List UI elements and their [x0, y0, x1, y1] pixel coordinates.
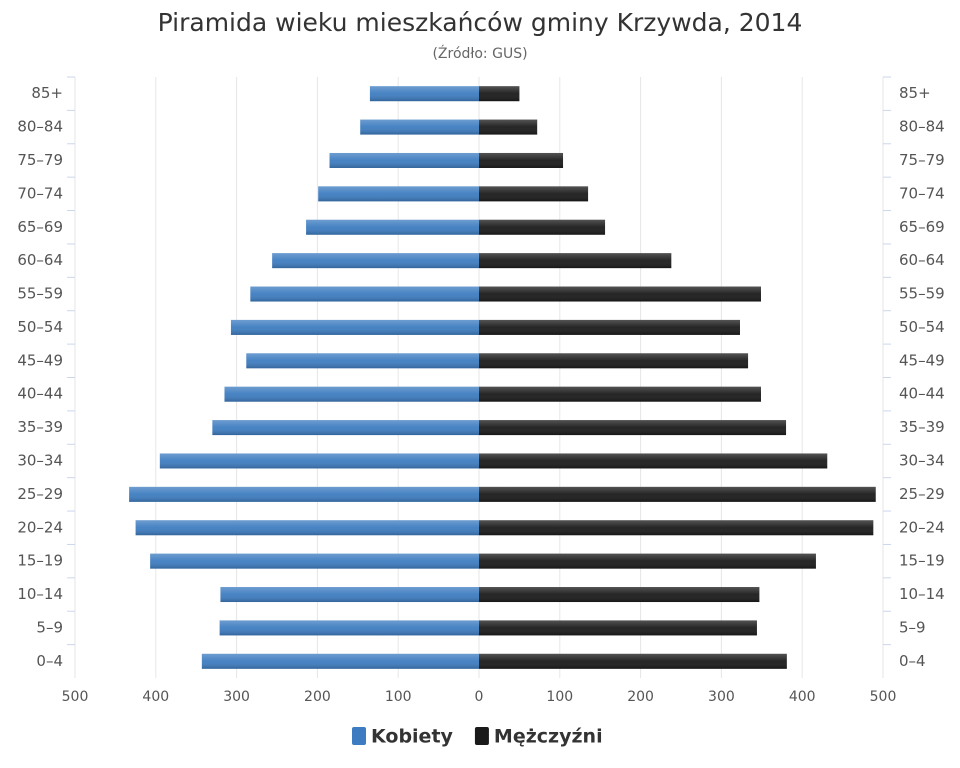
y-tick-label: 20–24 — [17, 518, 63, 536]
y-tick-label: 5–9 — [36, 618, 63, 636]
x-tick-label: 300 — [708, 689, 735, 705]
bar-shine — [479, 253, 672, 269]
bar-shine — [360, 119, 479, 135]
x-tick-label: 300 — [223, 689, 250, 705]
bar-shine — [329, 152, 479, 168]
bar-shine — [479, 386, 761, 402]
y-tick-label-right: 75–79 — [899, 151, 945, 169]
bar-shine — [129, 486, 480, 502]
bar-shine — [219, 620, 479, 636]
y-tick-label-right: 80–84 — [899, 118, 945, 136]
chart-title: Piramida wieku mieszkańców gminy Krzywda… — [158, 8, 803, 37]
y-tick-label-right: 35–39 — [899, 418, 945, 436]
bar-shine — [369, 86, 479, 102]
x-tick-label: 0 — [475, 689, 484, 705]
y-tick-label-right: 40–44 — [899, 385, 945, 403]
legend-swatch[interactable] — [352, 727, 366, 745]
bar-shine — [224, 386, 479, 402]
bar-shine — [318, 186, 479, 202]
x-tick-label: 200 — [304, 689, 331, 705]
y-tick-label-right: 20–24 — [899, 518, 945, 536]
y-tick-label: 40–44 — [17, 385, 63, 403]
bar-shine — [212, 420, 480, 436]
bar-shine — [220, 587, 479, 603]
bar-shine — [250, 286, 479, 302]
y-tick-label: 30–34 — [17, 451, 63, 469]
y-tick-label-right: 85+ — [899, 84, 931, 102]
legend-label[interactable]: Kobiety — [371, 726, 454, 748]
bar-shine — [479, 353, 749, 369]
bar-shine — [230, 319, 479, 335]
y-tick-label-right: 10–14 — [899, 585, 945, 603]
bar-shine — [479, 286, 761, 302]
bar-shine — [479, 119, 538, 135]
y-tick-label-right: 60–64 — [899, 251, 945, 269]
y-tick-label-right: 65–69 — [899, 218, 945, 236]
bar-shine — [272, 253, 479, 269]
y-tick-label: 0–4 — [36, 652, 63, 670]
y-tick-label: 25–29 — [17, 485, 63, 503]
y-tick-label: 70–74 — [17, 184, 63, 202]
y-tick-label: 60–64 — [17, 251, 63, 269]
bar-shine — [479, 620, 757, 636]
x-tick-label: 500 — [62, 689, 89, 705]
bar-shine — [479, 319, 740, 335]
y-tick-label: 75–79 — [17, 151, 63, 169]
bar-shine — [479, 152, 564, 168]
y-tick-label-right: 25–29 — [899, 485, 945, 503]
bar-shine — [479, 86, 520, 102]
bar-shine — [479, 486, 876, 502]
bar-shine — [479, 520, 874, 536]
bar-shine — [306, 219, 479, 235]
y-tick-label: 50–54 — [17, 318, 63, 336]
y-tick-label: 10–14 — [17, 585, 63, 603]
x-tick-label: 200 — [627, 689, 654, 705]
x-tick-label: 500 — [870, 689, 897, 705]
x-tick-label: 100 — [385, 689, 412, 705]
y-tick-label-right: 15–19 — [899, 552, 945, 570]
bar-shine — [479, 453, 828, 469]
y-tick-label: 35–39 — [17, 418, 63, 436]
bar-shine — [246, 353, 479, 369]
bar-shine — [479, 587, 760, 603]
bar-shine — [479, 553, 816, 569]
bar-shine — [135, 520, 479, 536]
x-tick-label: 400 — [142, 689, 169, 705]
y-tick-label: 85+ — [31, 84, 63, 102]
x-tick-label: 400 — [789, 689, 816, 705]
y-tick-label-right: 45–49 — [899, 351, 945, 369]
y-tick-label-right: 30–34 — [899, 451, 945, 469]
legend-label[interactable]: Mężczyźni — [494, 726, 603, 748]
y-tick-label-right: 5–9 — [899, 618, 926, 636]
y-tick-label-right: 55–59 — [899, 285, 945, 303]
bar-shine — [479, 420, 787, 436]
y-tick-label: 80–84 — [17, 118, 63, 136]
bar-shine — [479, 219, 606, 235]
legend-swatch[interactable] — [474, 727, 489, 745]
bar-shine — [159, 453, 479, 469]
y-tick-label: 55–59 — [17, 285, 63, 303]
y-tick-label: 15–19 — [17, 552, 63, 570]
y-tick-label: 45–49 — [17, 351, 63, 369]
y-tick-label: 65–69 — [17, 218, 63, 236]
y-tick-label-right: 50–54 — [899, 318, 945, 336]
bar-shine — [150, 553, 480, 569]
bar-shine — [479, 653, 787, 669]
y-tick-label-right: 70–74 — [899, 184, 945, 202]
bar-shine — [479, 186, 589, 202]
x-tick-label: 100 — [546, 689, 573, 705]
chart-subtitle: (Źródło: GUS) — [432, 44, 527, 62]
bar-shine — [201, 653, 479, 669]
y-tick-label-right: 0–4 — [899, 652, 926, 670]
